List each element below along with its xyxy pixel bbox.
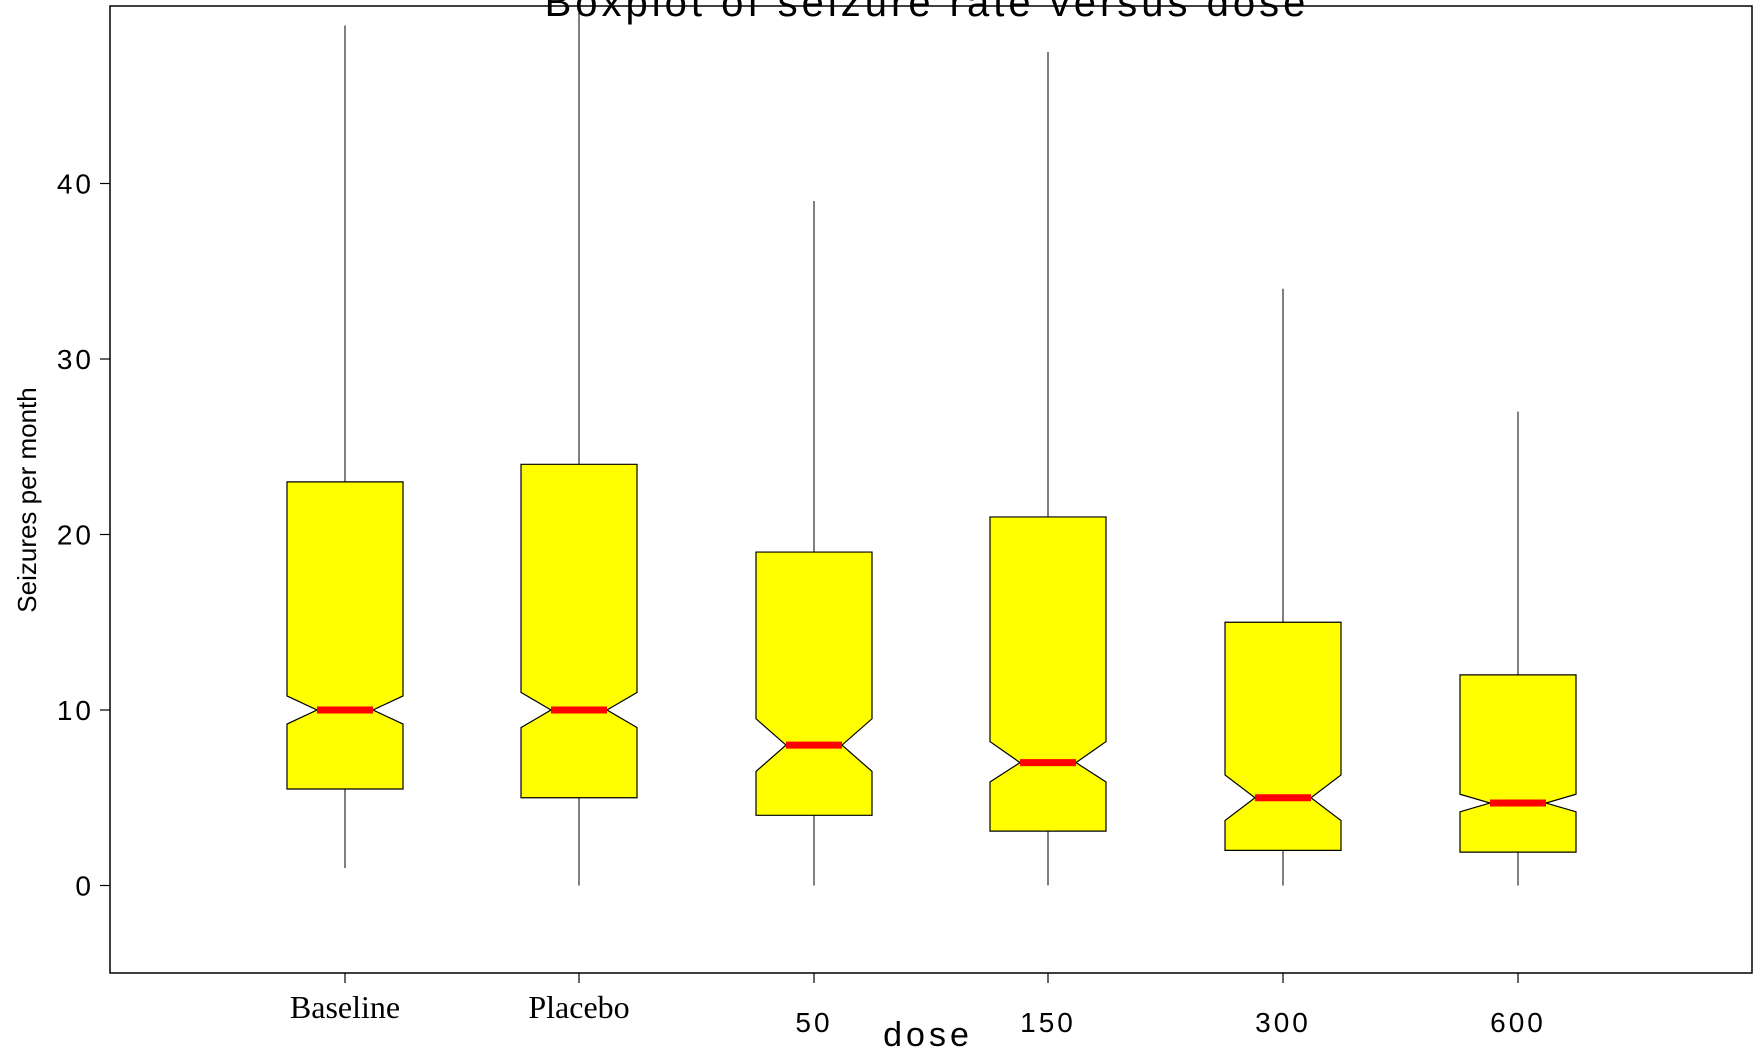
y-tick-label: 40 — [57, 169, 94, 200]
x-axis-title: dose — [883, 1016, 973, 1054]
notched-box — [1459, 674, 1577, 853]
box-baseline — [286, 25, 404, 868]
x-tick-label: Baseline — [290, 989, 400, 1025]
x-tick-label: 150 — [1020, 1007, 1076, 1038]
chart-title: Boxplot of seizure rate versus dose — [545, 0, 1310, 25]
notched-box — [755, 551, 873, 816]
box-600 — [1459, 411, 1577, 886]
notched-box — [989, 516, 1107, 832]
box-150 — [989, 51, 1107, 886]
notched-box — [286, 481, 404, 790]
notched-box — [520, 463, 638, 799]
x-tick-label: Placebo — [528, 989, 629, 1025]
y-tick-label: 10 — [57, 695, 94, 726]
y-tick-label: 0 — [75, 871, 94, 902]
box-300 — [1224, 288, 1342, 886]
notched-box — [1224, 621, 1342, 852]
y-tick-label: 30 — [57, 344, 94, 375]
y-tick-label: 20 — [57, 520, 94, 551]
x-tick-label: 600 — [1490, 1007, 1546, 1038]
x-tick-label: 300 — [1255, 1007, 1311, 1038]
x-tick-label: 50 — [795, 1007, 832, 1038]
box-50 — [755, 201, 873, 886]
box-placebo — [520, 8, 638, 886]
plot-frame — [109, 5, 1753, 974]
y-axis-title: Seizures per month — [12, 387, 42, 612]
